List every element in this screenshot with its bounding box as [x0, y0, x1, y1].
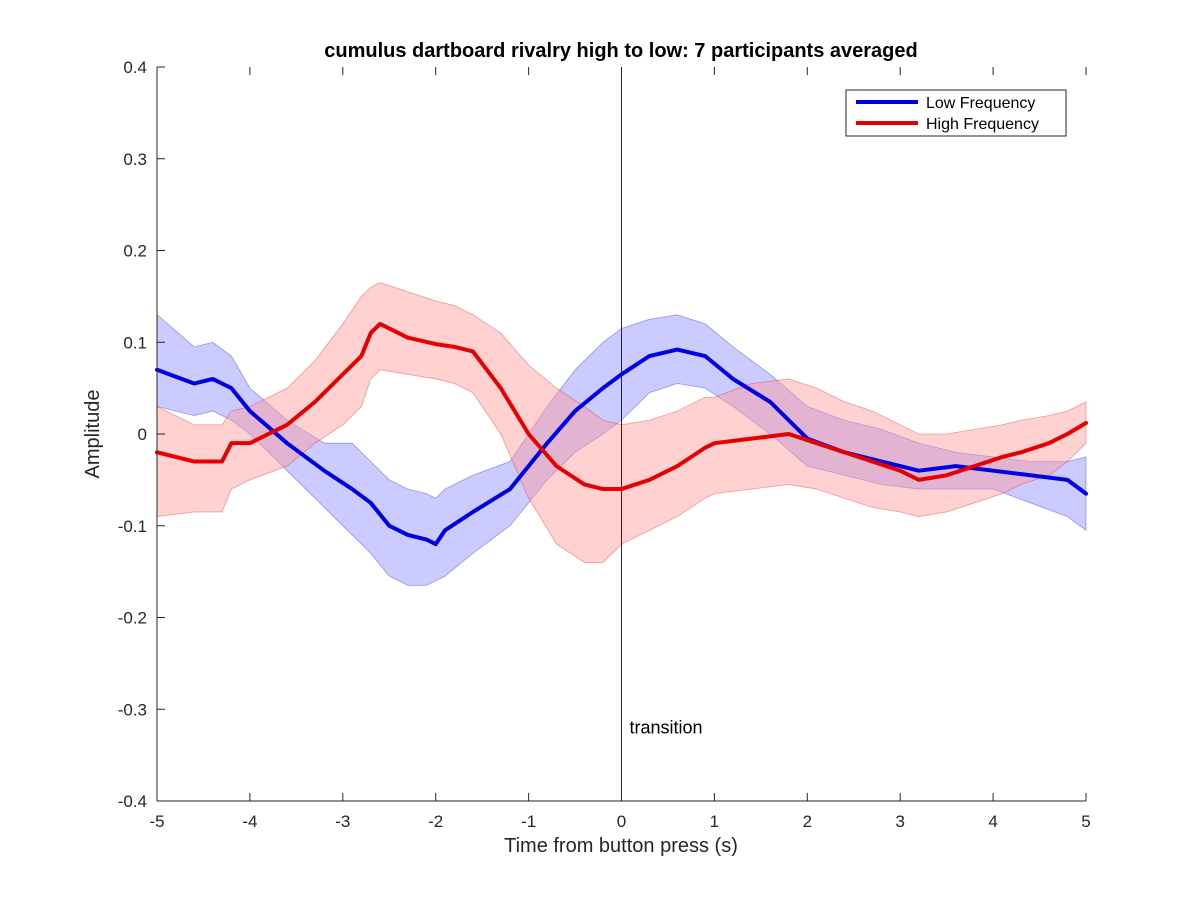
confidence-bands: [156, 282, 1087, 586]
series-line-low-frequency: [155, 347, 1088, 547]
x-tick-label: -5: [149, 812, 164, 831]
legend: Low Frequency High Frequency: [845, 89, 1067, 137]
legend-label-high-frequency: High Frequency: [926, 116, 1039, 133]
x-tick-label: 5: [1081, 812, 1090, 831]
band-low-frequency: [156, 313, 1087, 586]
y-tick-label: 0.4: [123, 58, 147, 77]
chart-title: cumulus dartboard rivalry high to low: 7…: [324, 40, 917, 62]
x-tick-label: 4: [988, 812, 997, 831]
x-tick-label: 0: [617, 812, 626, 831]
x-axis-label: Time from button press (s): [504, 835, 738, 857]
legend-label-low-frequency: Low Frequency: [926, 95, 1035, 112]
series-line-high-frequency: [155, 321, 1088, 492]
x-ticks: -5 -4 -3 -2 -1 0 1 2 3 4 5: [149, 67, 1091, 831]
y-tick-label: 0.2: [123, 242, 147, 261]
y-tick-label: -0.3: [118, 700, 147, 719]
y-tick-label: 0.3: [123, 150, 147, 169]
y-axis-label: Amplitude: [82, 390, 104, 479]
x-tick-label: 1: [710, 812, 719, 831]
x-tick-label: -2: [428, 812, 443, 831]
y-tick-label: -0.1: [118, 517, 147, 536]
x-tick-label: 2: [803, 812, 812, 831]
legend-box: [845, 89, 1067, 137]
x-tick-label: -3: [335, 812, 350, 831]
y-tick-label: -0.4: [118, 792, 147, 811]
transition-marker: transition: [621, 67, 703, 801]
y-ticks: -0.4 -0.3 -0.2 -0.1 0 0.1 0.2 0.3 0.4: [118, 58, 165, 811]
series-lines: [155, 321, 1088, 547]
y-tick-label: -0.2: [118, 609, 147, 628]
y-tick-label: 0: [138, 425, 147, 444]
band-high-frequency: [156, 282, 1087, 563]
transition-label: transition: [630, 718, 703, 738]
x-tick-label: 3: [895, 812, 904, 831]
y-tick-label: 0.1: [123, 333, 147, 352]
x-tick-label: -4: [242, 812, 257, 831]
x-tick-label: -1: [521, 812, 536, 831]
